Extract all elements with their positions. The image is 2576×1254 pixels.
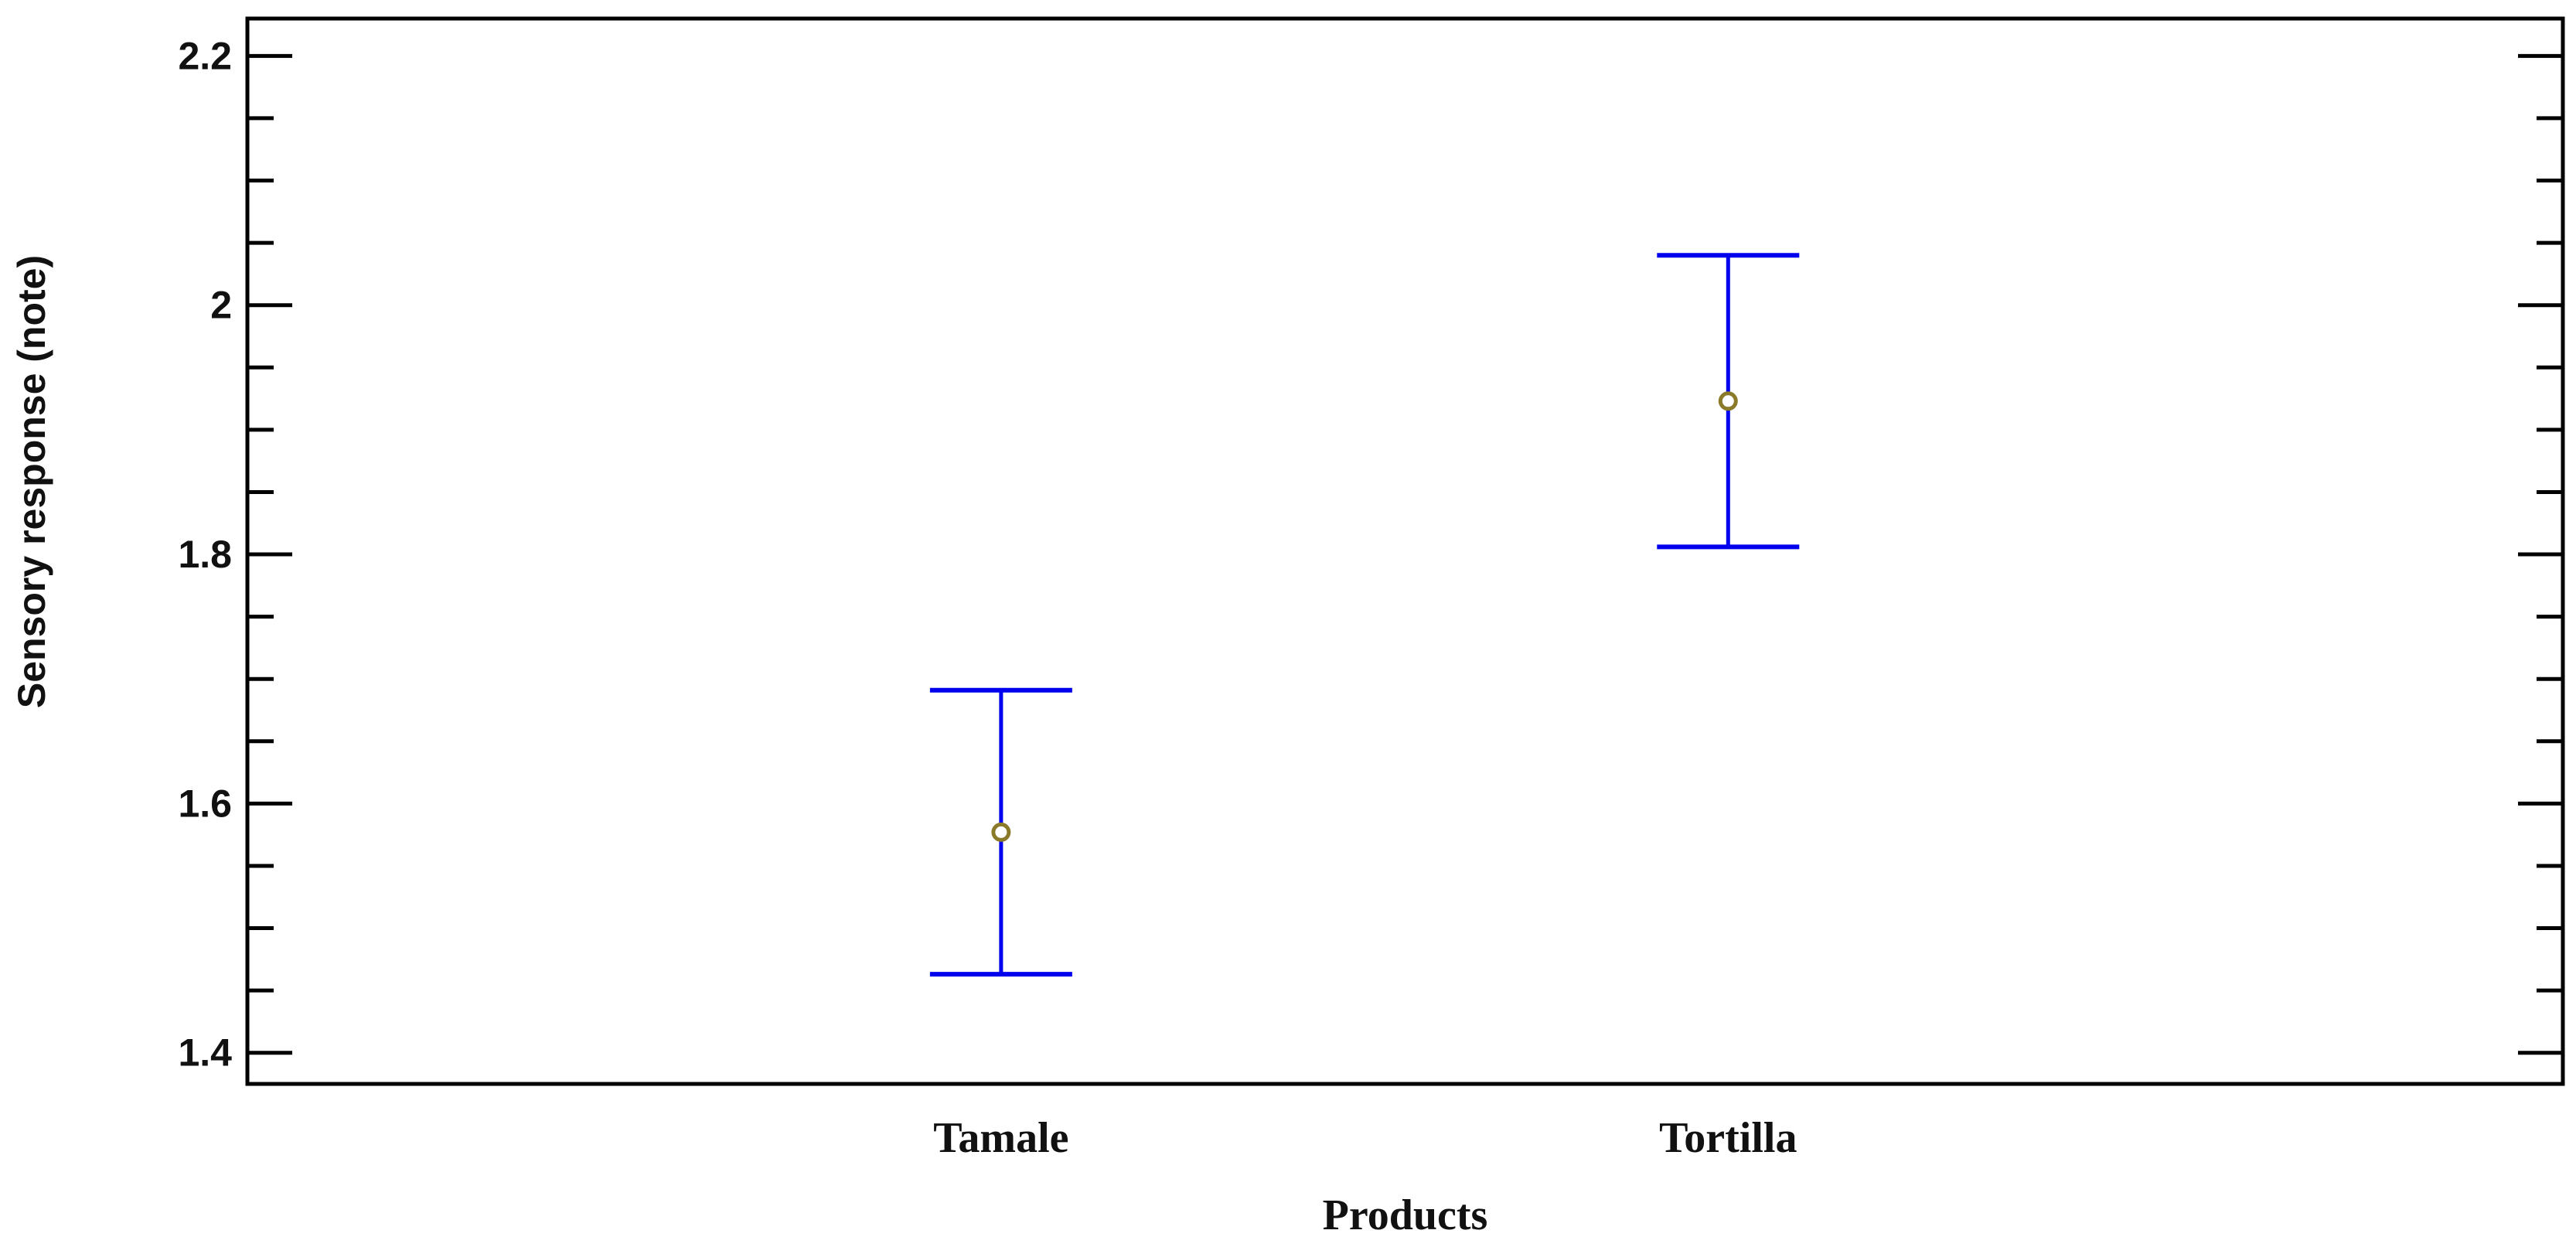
- x-tick-labels: Tamale Tortilla: [933, 1114, 1797, 1162]
- y-tick-label: 2.2: [178, 34, 232, 77]
- plot-frame: [245, 16, 2565, 1086]
- mean-marker: [1718, 391, 1738, 411]
- plot-area: [245, 16, 2565, 1086]
- interval-tortilla: [1657, 253, 1800, 550]
- interval-tamale: [929, 687, 1072, 977]
- y-tick-label: 2: [210, 284, 232, 327]
- mean-marker: [991, 822, 1011, 842]
- axis-ticks: [247, 53, 2563, 1055]
- x-tick-label: Tamale: [933, 1114, 1068, 1162]
- y-tick-label: 1.6: [178, 782, 232, 825]
- y-tick-labels: 1.4 1.6 1.8 2 2.2: [178, 34, 232, 1074]
- interval-series: [929, 253, 1800, 977]
- x-axis-title: Products: [1323, 1191, 1488, 1239]
- y-tick-label: 1.4: [178, 1031, 232, 1075]
- x-tick-label: Tortilla: [1659, 1114, 1797, 1162]
- y-tick-label: 1.8: [178, 533, 232, 576]
- y-axis-title: Sensory response (note): [10, 255, 53, 708]
